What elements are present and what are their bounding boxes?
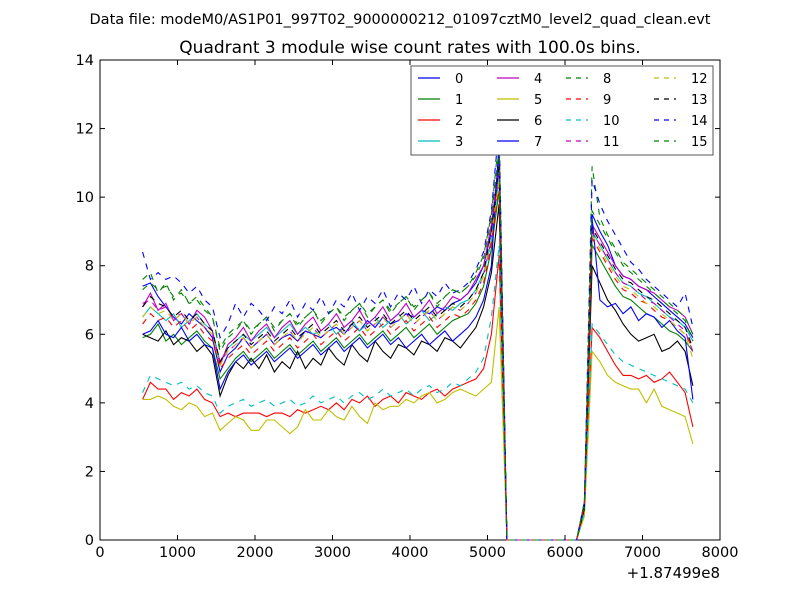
x-tick-label: 4000 [392, 545, 429, 561]
y-tick-label: 14 [76, 53, 94, 69]
series-line-2 [142, 255, 694, 541]
y-tick-label: 8 [85, 259, 94, 275]
x-tick-label: 5000 [469, 545, 506, 561]
legend-label-10: 10 [603, 114, 620, 129]
x-tick-label: 2000 [237, 545, 274, 561]
series-line-7 [142, 142, 694, 541]
chart-title: Quadrant 3 module wise count rates with … [179, 38, 640, 58]
x-offset-label: +1.87499e8 [627, 564, 720, 582]
legend-label-3: 3 [455, 135, 463, 150]
legend-label-14: 14 [691, 114, 708, 129]
x-tick-label: 3000 [314, 545, 351, 561]
x-tick-label: 0 [95, 545, 104, 561]
x-tick-label: 7000 [624, 545, 661, 561]
x-tick-label: 6000 [547, 545, 584, 561]
legend-label-4: 4 [534, 72, 542, 87]
figure-caption: Data file: modeM0/AS1P01_997T02_90000002… [90, 12, 711, 28]
legend-label-7: 7 [534, 135, 542, 150]
series-line-12 [142, 179, 694, 541]
y-tick-label: 12 [76, 122, 94, 138]
legend-label-2: 2 [455, 114, 463, 129]
legend-box [410, 65, 714, 156]
legend-label-8: 8 [603, 72, 611, 87]
series-layer [142, 125, 694, 541]
y-tick-label: 6 [85, 327, 94, 343]
series-line-13 [142, 166, 694, 541]
legend-label-11: 11 [603, 135, 620, 150]
x-tick-label: 8000 [702, 545, 739, 561]
x-tick-label: 1000 [159, 545, 196, 561]
y-tick-label: 0 [85, 533, 94, 549]
series-line-4 [142, 162, 694, 541]
series-line-1 [142, 190, 694, 541]
y-tick-label: 10 [76, 190, 94, 206]
y-tick-label: 2 [85, 464, 94, 480]
series-line-14 [142, 125, 694, 541]
axis-ticks: 0 1000 2000 3000 4000 5000 6000 7000 80000246810… [76, 53, 739, 561]
legend-label-6: 6 [534, 114, 542, 129]
legend-label-5: 5 [534, 93, 542, 108]
legend-label-15: 15 [691, 135, 708, 150]
series-line-8 [142, 135, 694, 541]
legend-label-9: 9 [603, 93, 611, 108]
legend-label-12: 12 [691, 72, 708, 87]
legend-label-1: 1 [455, 93, 463, 108]
legend-label-0: 0 [455, 72, 463, 87]
series-line-10 [142, 245, 694, 541]
legend-label-13: 13 [691, 93, 708, 108]
y-tick-label: 4 [85, 396, 94, 412]
series-line-5 [142, 306, 694, 541]
